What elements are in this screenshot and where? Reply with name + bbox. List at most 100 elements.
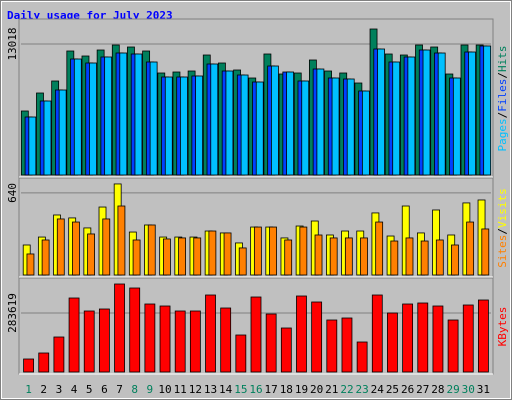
- x-tick-label: 13: [204, 383, 217, 396]
- bar: [235, 334, 247, 373]
- bar: [371, 294, 383, 373]
- x-tick-label: 27: [416, 383, 429, 396]
- bar: [341, 317, 353, 373]
- bar: [223, 232, 232, 276]
- bar: [361, 90, 370, 176]
- bar: [159, 305, 171, 373]
- bar: [417, 302, 429, 373]
- x-tick-label: 4: [71, 383, 78, 396]
- bar: [356, 341, 368, 373]
- bar: [390, 240, 399, 276]
- bar: [299, 226, 308, 276]
- bar: [402, 303, 414, 373]
- bar: [329, 237, 338, 276]
- x-tick-label: 28: [431, 383, 444, 396]
- legend: Sites/Visits: [496, 188, 509, 268]
- bar: [149, 61, 158, 176]
- x-tick-label: 22: [340, 383, 353, 396]
- legend-entry: KBytes: [496, 307, 509, 347]
- x-tick-label: 7: [116, 383, 123, 396]
- bar: [38, 352, 50, 373]
- bar: [163, 238, 171, 276]
- x-tick-label: 9: [147, 383, 154, 396]
- bar: [265, 313, 277, 373]
- bar: [195, 75, 204, 176]
- x-tick-label: 24: [371, 383, 385, 396]
- x-tick-label: 21: [325, 383, 338, 396]
- x-tick-label: 19: [295, 383, 308, 396]
- x-tick-label: 23: [356, 383, 369, 396]
- x-tick-label: 1: [25, 383, 32, 396]
- bar: [344, 237, 353, 276]
- bar: [238, 247, 247, 276]
- bar: [144, 303, 156, 373]
- bar: [83, 310, 95, 373]
- bar: [326, 319, 338, 373]
- legend: KBytes: [496, 307, 509, 347]
- bar: [286, 71, 294, 176]
- bar: [119, 52, 128, 176]
- x-tick-label: 17: [265, 383, 278, 396]
- legend-separator: /: [496, 112, 509, 119]
- y-tick-label: 13018: [6, 27, 19, 60]
- bar: [104, 56, 113, 176]
- bar: [478, 299, 489, 373]
- bar: [41, 239, 50, 276]
- bar: [193, 237, 202, 276]
- bar: [253, 226, 262, 276]
- bar: [346, 78, 355, 176]
- bar: [375, 221, 384, 276]
- bar: [314, 234, 323, 276]
- bar: [447, 319, 459, 373]
- bar: [89, 62, 97, 176]
- y-tick-label: 283619: [6, 293, 19, 333]
- bar: [68, 297, 80, 373]
- bar: [466, 221, 475, 276]
- bar: [422, 49, 431, 176]
- legend-entry: Visits: [496, 188, 509, 228]
- bar: [255, 81, 264, 176]
- bar: [405, 237, 414, 276]
- legend-separator: /: [496, 72, 509, 79]
- bar: [387, 312, 398, 373]
- bar: [271, 65, 279, 176]
- x-tick-label: 30: [462, 383, 475, 396]
- bar: [114, 283, 125, 373]
- bar: [164, 76, 173, 176]
- bar: [210, 63, 219, 176]
- x-tick-label: 29: [446, 383, 459, 396]
- x-tick-label: 25: [386, 383, 399, 396]
- x-tick-label: 14: [219, 383, 233, 396]
- bar: [73, 58, 82, 176]
- x-tick-label: 5: [86, 383, 93, 396]
- bar: [117, 205, 126, 276]
- bar: [432, 305, 444, 373]
- bar: [240, 74, 249, 176]
- bar: [87, 233, 96, 276]
- x-tick-label: 31: [477, 383, 490, 396]
- legend-entry: Files: [496, 79, 509, 112]
- bar: [481, 228, 490, 276]
- x-tick-label: 16: [249, 383, 262, 396]
- bar: [392, 61, 401, 176]
- x-tick-label: 8: [131, 383, 138, 396]
- bar: [178, 237, 186, 276]
- bar: [189, 310, 201, 373]
- x-tick-label: 2: [40, 383, 47, 396]
- x-tick-label: 12: [189, 383, 202, 396]
- bar: [452, 77, 461, 176]
- bar: [483, 45, 492, 176]
- x-tick-label: 6: [101, 383, 108, 396]
- bar: [301, 80, 310, 176]
- bar: [269, 226, 277, 276]
- bar: [420, 240, 429, 276]
- bar: [134, 53, 143, 176]
- bar: [102, 218, 111, 276]
- legend: Pages/Files/Hits: [496, 46, 509, 152]
- bar: [28, 116, 37, 176]
- bar: [53, 336, 65, 373]
- bar: [208, 230, 217, 276]
- bar: [56, 218, 65, 276]
